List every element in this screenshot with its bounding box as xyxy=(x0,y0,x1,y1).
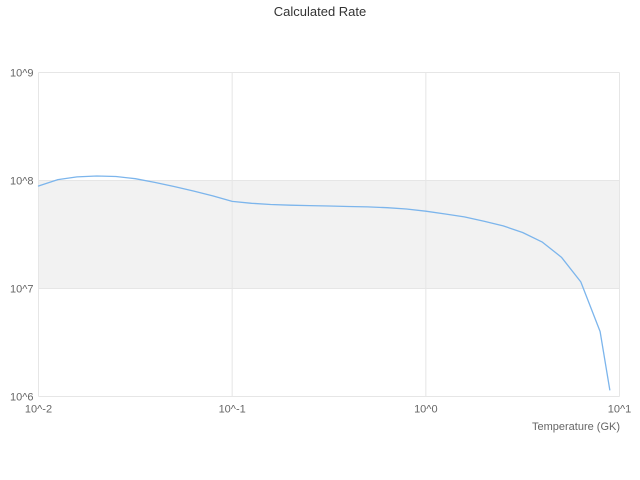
x-tick-label: 10^-1 xyxy=(219,404,246,416)
alternate-grid-band xyxy=(38,180,620,289)
calculated-rate-series xyxy=(37,175,611,391)
y-tick-label: 10^6 xyxy=(10,392,34,404)
x-tick-label: 10^-2 xyxy=(25,404,52,416)
y-tick-label: 10^9 xyxy=(10,68,34,80)
chart-title: Calculated Rate xyxy=(273,4,367,19)
x-tick-label: 10^1 xyxy=(608,404,632,416)
y-tick-label: 10^7 xyxy=(10,284,34,296)
y-tick-label: 10^8 xyxy=(10,176,34,188)
x-axis-title: Temperature (GK) xyxy=(531,421,620,433)
x-tick-label: 10^0 xyxy=(414,404,438,416)
